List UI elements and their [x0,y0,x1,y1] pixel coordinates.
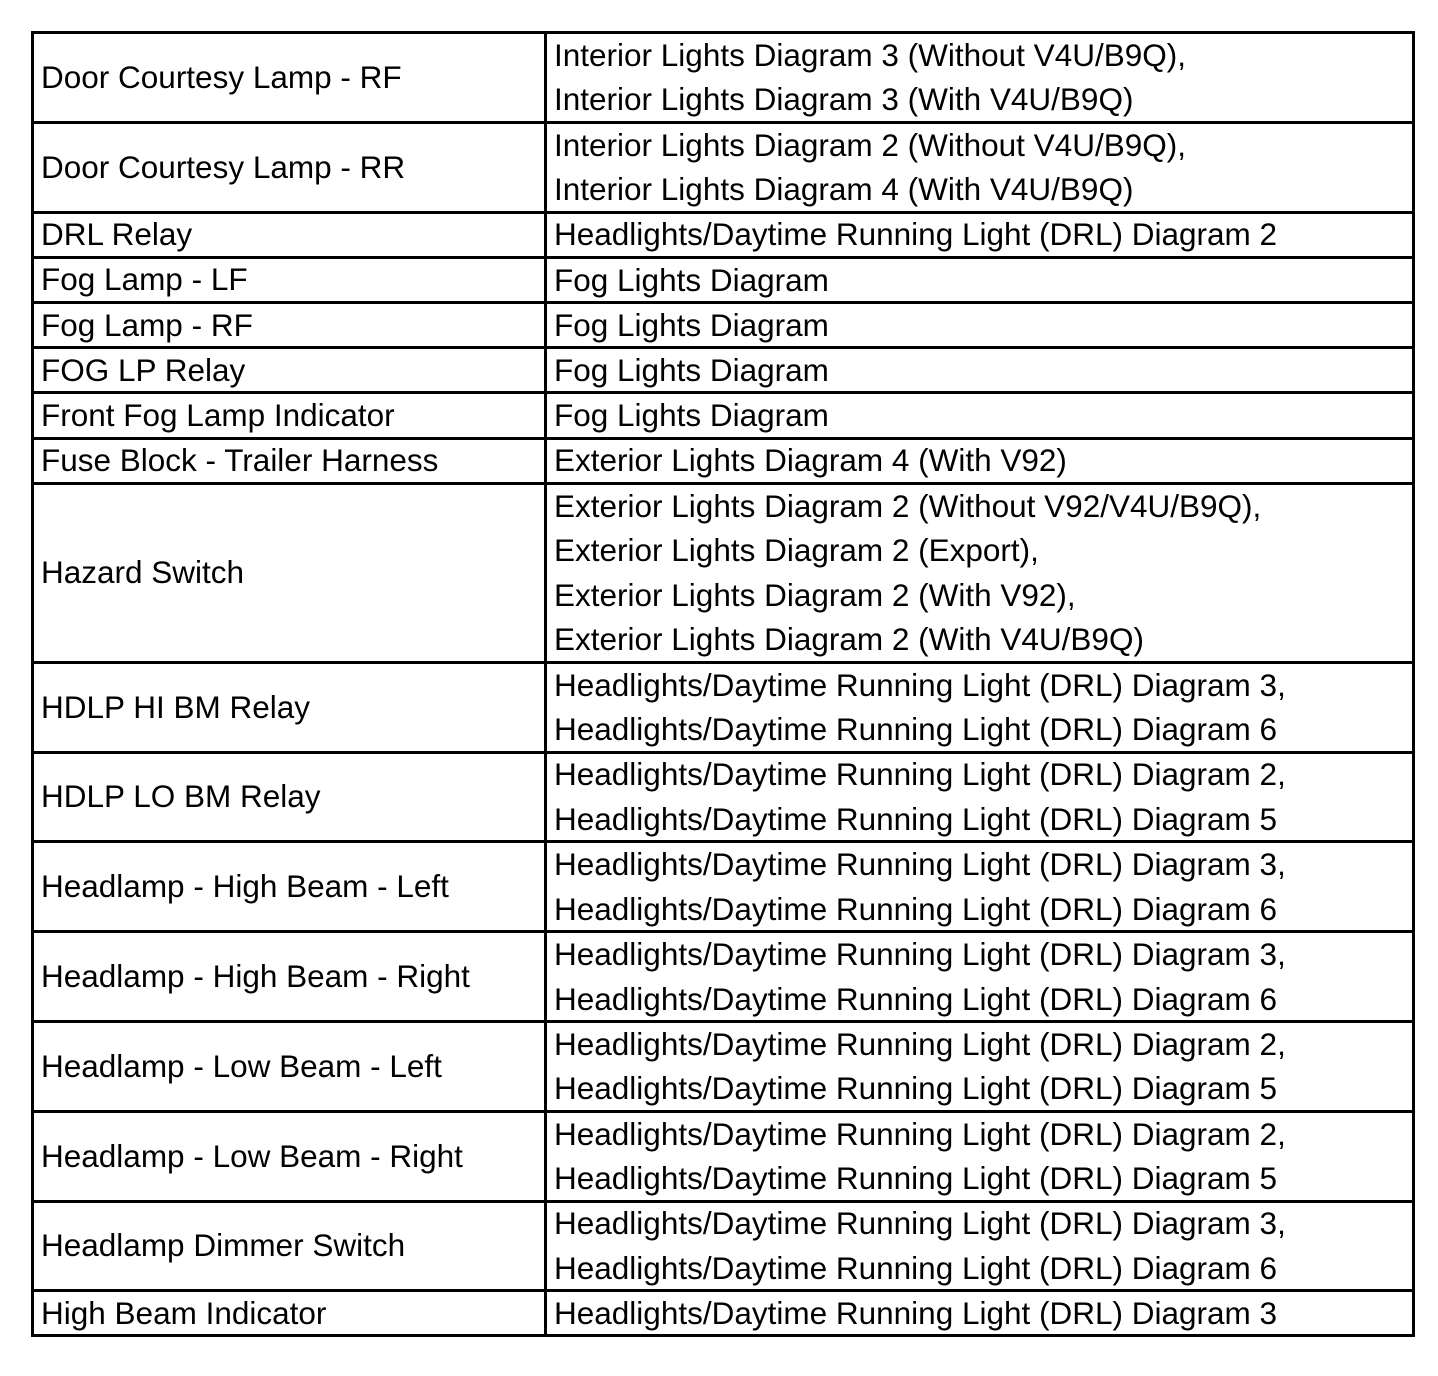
diagram-reference: Headlights/Daytime Running Light (DRL) D… [554,666,1286,703]
table-row: Headlamp - High Beam - Right Headlights/D… [34,933,1412,1023]
diagram-reference-cell: Exterior Lights Diagram 2 (Without V92/V… [547,485,1412,661]
component-diagram-table: Door Courtesy Lamp - RF Interior Lights D… [31,31,1415,1338]
component-name-cell: FOG LP Relay [34,349,547,392]
table-row: Door Courtesy Lamp - RR Interior Lights D… [34,123,1412,214]
diagram-reference: Interior Lights Diagram 4 (With V4U/B9Q) [554,171,1134,208]
diagram-reference: Headlights/Daytime Running Light (DRL) D… [554,980,1278,1017]
component-name-cell: Door Courtesy Lamp - RR [34,123,547,211]
diagram-reference: Headlights/Daytime Running Light (DRL) D… [554,890,1278,927]
diagram-reference-cell: Fog Lights Diagram [547,304,1412,346]
table-row: Headlamp - Low Beam - Right Headlights/Da… [34,1112,1412,1203]
diagram-reference-cell: Headlights/Daytime Running Light (DRL) D… [547,843,1412,930]
diagram-reference-cell: Headlights/Daytime Running Light (DRL) D… [547,754,1412,841]
diagram-reference: Fog Lights Diagram [554,306,829,343]
component-name-cell: Fog Lamp - RF [34,303,547,347]
component-name-cell: Headlamp - High Beam - Left [34,843,547,931]
diagram-reference: Interior Lights Diagram 3 (With V4U/B9Q) [554,81,1134,118]
component-name-cell: Headlamp - High Beam - Right [34,933,547,1020]
component-name-cell: Fog Lamp - LF [34,258,547,301]
table-row: Hazard Switch Exterior Lights Diagram 2 (… [34,484,1412,664]
diagram-reference-cell: Headlights/Daytime Running Light (DRL) D… [547,1203,1412,1290]
table-row: Headlamp - High Beam - Left Headlights/Da… [34,843,1412,934]
component-name-cell: Headlamp - Low Beam - Right [34,1112,547,1200]
component-name-cell: HDLP HI BM Relay [34,663,547,751]
diagram-reference-cell: Fog Lights Diagram [547,349,1412,391]
diagram-reference: Headlights/Daytime Running Light (DRL) D… [554,1115,1286,1152]
table-row: Front Fog Lamp Indicator Fog Lights Diagr… [34,394,1412,440]
diagram-reference: Headlights/Daytime Running Light (DRL) D… [554,756,1286,793]
table-row: High Beam Indicator Headlights/Daytime Ru… [34,1292,1412,1338]
component-name-cell: Door Courtesy Lamp - RF [34,34,547,121]
component-name-cell: Headlamp - Low Beam - Left [34,1022,547,1110]
diagram-reference: Headlights/Daytime Running Light (DRL) D… [554,711,1278,748]
diagram-reference: Headlights/Daytime Running Light (DRL) D… [554,1249,1278,1286]
diagram-reference-cell: Headlights/Daytime Running Light (DRL) D… [547,933,1412,1020]
component-name-cell: DRL Relay [34,213,547,256]
table-row: Fuse Block - Trailer Harness Exterior Lig… [34,439,1412,485]
diagram-reference: Headlights/Daytime Running Light (DRL) D… [554,1160,1278,1197]
table-row: Door Courtesy Lamp - RF Interior Lights D… [34,34,1412,124]
diagram-reference: Exterior Lights Diagram 4 (With V92) [554,442,1067,479]
diagram-reference-cell: Headlights/Daytime Running Light (DRL) D… [547,1292,1412,1334]
diagram-reference: Headlights/Daytime Running Light (DRL) D… [554,800,1278,837]
diagram-reference: Interior Lights Diagram 2 (Without V4U/B… [554,126,1186,163]
table-row: Fog Lamp - RF Fog Lights Diagram [34,303,1412,350]
diagram-reference-cell: Fog Lights Diagram [547,394,1412,436]
diagram-reference: Exterior Lights Diagram 2 (Without V92/V… [554,487,1262,524]
diagram-reference: Headlights/Daytime Running Light (DRL) D… [554,1025,1286,1062]
diagram-reference-cell: Interior Lights Diagram 2 (Without V4U/B… [547,124,1412,211]
diagram-reference: Exterior Lights Diagram 2 (With V4U/B9Q) [554,621,1144,658]
diagram-reference-cell: Interior Lights Diagram 3 (Without V4U/B… [547,34,1412,121]
table-row: Headlamp - Low Beam - Left Headlights/Day… [34,1022,1412,1113]
diagram-reference: Exterior Lights Diagram 2 (Export), [554,532,1039,569]
table-row: Headlamp Dimmer Switch Headlights/Daytime… [34,1202,1412,1293]
diagram-reference: Headlights/Daytime Running Light (DRL) D… [554,1205,1286,1242]
component-name-cell: HDLP LO BM Relay [34,753,547,841]
diagram-reference-cell: Headlights/Daytime Running Light (DRL) D… [547,1023,1412,1110]
diagram-reference: Headlights/Daytime Running Light (DRL) D… [554,216,1278,253]
diagram-reference: Fog Lights Diagram [554,351,829,388]
component-name-cell: Fuse Block - Trailer Harness [34,439,547,482]
diagram-reference: Fog Lights Diagram [554,261,829,298]
diagram-reference-cell: Exterior Lights Diagram 4 (With V92) [547,440,1412,482]
component-name-cell: Headlamp Dimmer Switch [34,1202,547,1290]
diagram-reference: Headlights/Daytime Running Light (DRL) D… [554,1295,1278,1332]
diagram-reference-cell: Headlights/Daytime Running Light (DRL) D… [547,1113,1412,1200]
diagram-reference-cell: Headlights/Daytime Running Light (DRL) D… [547,214,1412,256]
component-name-cell: High Beam Indicator [34,1292,547,1335]
diagram-reference: Exterior Lights Diagram 2 (With V92), [554,576,1076,613]
diagram-reference: Headlights/Daytime Running Light (DRL) D… [554,846,1286,883]
table-row: DRL Relay Headlights/Daytime Running Ligh… [34,213,1412,259]
diagram-reference: Headlights/Daytime Running Light (DRL) D… [554,935,1286,972]
component-name-cell: Hazard Switch [34,484,547,661]
diagram-reference-cell: Fog Lights Diagram [547,259,1412,301]
diagram-reference: Headlights/Daytime Running Light (DRL) D… [554,1070,1278,1107]
table-row: Fog Lamp - LF Fog Lights Diagram [34,258,1412,304]
table-row: HDLP HI BM Relay Headlights/Daytime Runni… [34,663,1412,754]
table-row: HDLP LO BM Relay Headlights/Daytime Runni… [34,753,1412,844]
table-row: FOG LP Relay Fog Lights Diagram [34,349,1412,395]
diagram-reference-cell: Headlights/Daytime Running Light (DRL) D… [547,664,1412,751]
component-name-cell: Front Fog Lamp Indicator [34,394,547,437]
diagram-reference: Interior Lights Diagram 3 (Without V4U/B… [554,36,1186,73]
diagram-reference: Fog Lights Diagram [554,397,829,434]
